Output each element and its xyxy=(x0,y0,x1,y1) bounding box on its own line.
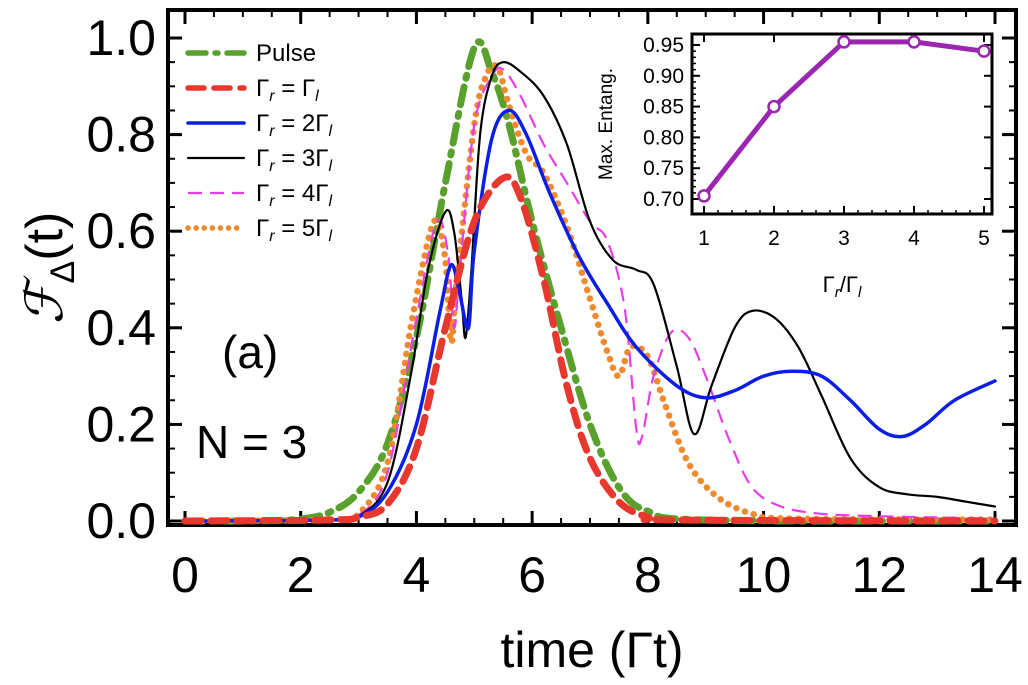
legend-label-part: Pulse xyxy=(256,40,316,67)
inset-x-label-part-1: Γ xyxy=(823,272,835,297)
legend-label-1: Pulse xyxy=(256,40,316,67)
inset-frame xyxy=(690,32,994,216)
y-axis-label-sub: Δ xyxy=(44,261,82,284)
legend-label-part: = 2Γ xyxy=(275,110,329,137)
y-tick-label: 0.2 xyxy=(86,396,156,452)
legend-label-part: l xyxy=(315,88,319,105)
inset-point-1 xyxy=(697,189,711,203)
inset-y-tick-label: 0.90 xyxy=(643,65,684,88)
main-ticks: 0 2 4 6 8 10 12 140.00.20.40.60.81.0 xyxy=(86,10,1023,603)
y-tick-label: 1.0 xyxy=(86,10,156,66)
series-line-2 xyxy=(181,173,999,525)
panel-label: (a) xyxy=(222,326,278,378)
legend-label-part: = 5Γ xyxy=(275,215,329,242)
series-line-3 xyxy=(183,108,997,523)
legend-label-part: Γ xyxy=(256,75,269,102)
inset-x-tick-label: 1 xyxy=(698,227,710,250)
legend-label-part: Γ xyxy=(256,180,269,207)
x-tick-label: 4 xyxy=(403,547,431,603)
inset-x-tick-label: 5 xyxy=(978,227,990,250)
main-plot-frame xyxy=(166,8,1018,527)
legend-label-part: = Γ xyxy=(275,75,316,102)
legend-label-part: = 4Γ xyxy=(275,180,329,207)
inset-point-2 xyxy=(767,99,781,114)
legend-label-4: Γr = 3Γl xyxy=(256,145,332,175)
inset-series xyxy=(697,35,991,203)
legend-label-part: r xyxy=(269,193,275,210)
inset-x-label-part-3: /Γ xyxy=(840,272,858,297)
series-line-6 xyxy=(181,61,999,525)
y-axis-label: ℱΔ(t) xyxy=(15,212,82,325)
y-axis-label-tail: (t) xyxy=(16,212,74,261)
x-tick-label: 6 xyxy=(518,547,546,603)
legend-label-part: l xyxy=(328,228,332,245)
main-series xyxy=(181,38,999,525)
y-axis-label-main: ℱ xyxy=(15,275,75,324)
inset-point-5 xyxy=(977,44,991,58)
inset-x-tick-label: 4 xyxy=(908,227,920,250)
legend-label-part: = 3Γ xyxy=(275,145,329,172)
inset-point-4 xyxy=(907,35,921,49)
legend-label-3: Γr = 2Γl xyxy=(256,110,332,140)
x-tick-label: 14 xyxy=(967,547,1023,603)
inset-x-axis-label: Γr/Γl xyxy=(823,272,862,301)
inset-y-tick-label: 0.75 xyxy=(643,157,684,180)
legend-label-5: Γr = 4Γl xyxy=(256,180,332,210)
x-tick-label: 12 xyxy=(851,547,907,603)
inset-y-tick-label: 0.70 xyxy=(643,188,684,211)
y-tick-label: 0.4 xyxy=(86,300,156,356)
inset-x-tick-label: 2 xyxy=(768,227,780,250)
inset-x-label-part-2: r xyxy=(835,284,841,301)
y-tick-label: 0.0 xyxy=(86,493,156,549)
legend-label-part: l xyxy=(328,158,332,175)
inset-x-tick-label: 3 xyxy=(838,227,850,250)
legend-label-part: Γ xyxy=(256,145,269,172)
x-axis-label: time (Γt) xyxy=(500,622,683,678)
x-tick-label: 0 xyxy=(171,547,199,603)
inset-y-tick-label: 0.80 xyxy=(643,126,684,149)
legend-label-part: Γ xyxy=(256,110,269,137)
legend-label-part: l xyxy=(328,193,332,210)
inset-y-tick-label: 0.95 xyxy=(643,34,684,57)
series-line-1 xyxy=(181,38,999,525)
x-tick-label: 10 xyxy=(736,547,792,603)
x-tick-label: 2 xyxy=(287,547,315,603)
y-tick-label: 0.6 xyxy=(86,203,156,259)
legend-label-6: Γr = 5Γl xyxy=(256,215,332,245)
legend-label-part: r xyxy=(269,123,275,140)
inset-y-tick-label: 0.85 xyxy=(643,96,684,119)
legend-label-part: r xyxy=(269,88,275,105)
legend-label-part: Γ xyxy=(256,215,269,242)
legend-label-part: r xyxy=(269,228,275,245)
series-line-4 xyxy=(183,61,997,523)
legend-label-part: r xyxy=(269,158,275,175)
y-tick-label: 0.8 xyxy=(86,107,156,163)
n-label: N = 3 xyxy=(196,416,307,468)
inset-y-axis-label: Max. Entang. xyxy=(596,68,617,180)
series-line-5 xyxy=(184,66,996,523)
legend-label-part: l xyxy=(328,123,332,140)
inset-ticks: 1 2 3 4 5 0.70 0.75 0.80 0.85 0.90 0.95 xyxy=(643,34,992,250)
legend-label-2: Γr = Γl xyxy=(256,75,319,105)
inset-x-label-part-4: l xyxy=(858,284,862,301)
inset-point-3 xyxy=(837,35,851,49)
x-tick-label: 8 xyxy=(634,547,662,603)
